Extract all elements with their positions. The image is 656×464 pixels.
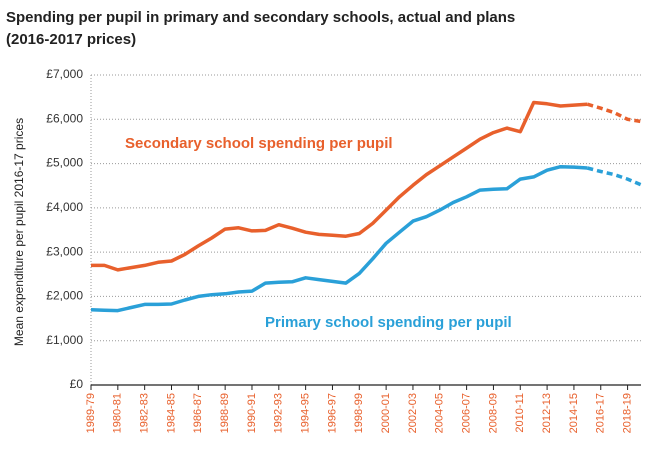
x-tick-label: 1994-95 <box>300 393 312 433</box>
x-tick-label: 1980-81 <box>112 393 124 433</box>
y-axis-label: Mean expenditure per pupil 2016-17 price… <box>12 118 26 346</box>
chart-title: Spending per pupil in primary and second… <box>6 9 515 26</box>
y-tick-label: £0 <box>70 377 84 391</box>
series-label: Primary school spending per pupil <box>265 314 512 331</box>
y-tick-label: £5,000 <box>46 156 83 170</box>
series-line <box>91 100 588 272</box>
x-tick-label: 2004-05 <box>434 393 446 433</box>
x-tick-label: 1982-83 <box>139 393 151 433</box>
y-tick-label: £3,000 <box>46 244 83 258</box>
x-tick-label: 1998-99 <box>353 393 365 433</box>
x-tick-label: 1989-79 <box>85 393 97 433</box>
x-tick-label: 2014-15 <box>568 393 580 433</box>
x-tick-label: 2012-13 <box>541 393 553 433</box>
x-tick-label: 2000-01 <box>380 393 392 433</box>
y-tick-label: £2,000 <box>46 289 83 303</box>
x-tick-label: 2010-11 <box>514 393 526 433</box>
y-tick-label: £4,000 <box>46 200 83 214</box>
series-line <box>90 164 588 313</box>
x-tick-label: 1986-87 <box>192 393 204 433</box>
x-tick-label: 1990-91 <box>246 393 258 433</box>
x-tick-label: 2016-17 <box>595 393 607 433</box>
x-tick-label: 1992-93 <box>273 393 285 433</box>
x-tick-label: 2008-09 <box>487 393 499 433</box>
y-tick-label: £7,000 <box>46 67 83 81</box>
y-tick-label: £1,000 <box>46 333 83 347</box>
x-tick-label: 1988-89 <box>219 393 231 433</box>
chart-subtitle: (2016-2017 prices) <box>6 31 136 48</box>
x-tick-label: 2006-07 <box>461 393 473 433</box>
x-tick-label: 1984-85 <box>165 393 177 433</box>
x-tick-label: 2002-03 <box>407 393 419 433</box>
x-tick-label: 2018-19 <box>621 393 633 433</box>
series-label: Secondary school spending per pupil <box>125 135 393 152</box>
x-tick-label: 1996-97 <box>326 393 338 433</box>
y-tick-label: £6,000 <box>46 111 83 125</box>
plan-line <box>586 166 642 187</box>
